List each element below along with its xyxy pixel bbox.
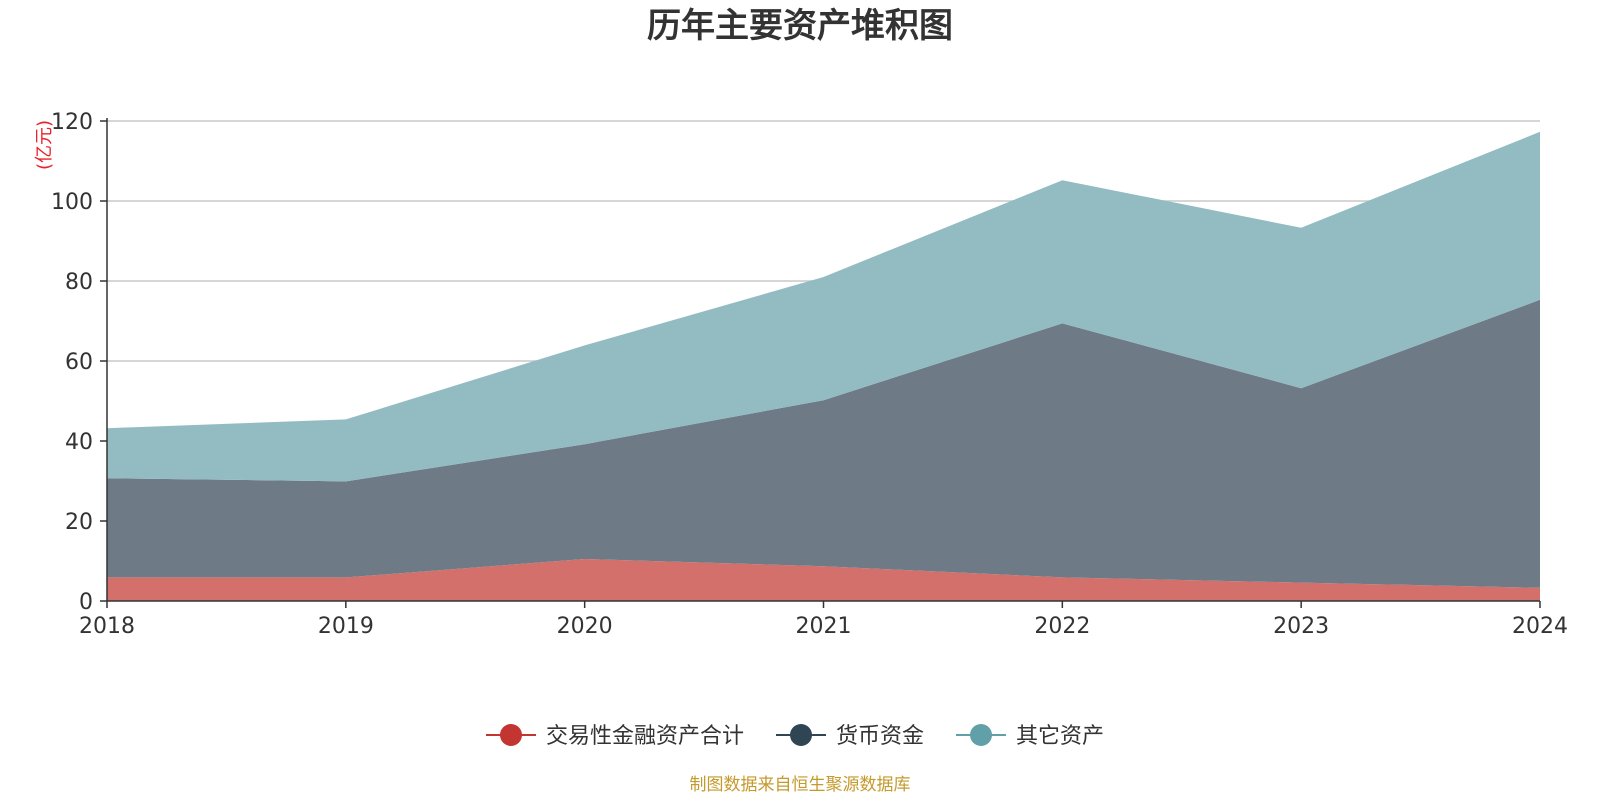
legend-item-1[interactable]: 货币资金 <box>776 724 924 749</box>
x-tick-label-2024: 2024 <box>1512 614 1568 639</box>
x-tick-label-2018: 2018 <box>79 614 135 639</box>
x-tick-label-2020: 2020 <box>557 614 613 639</box>
y-axis-unit: (亿元) <box>34 120 55 170</box>
x-tick-label-2019: 2019 <box>318 614 374 639</box>
chart-title: 历年主要资产堆积图 <box>647 6 953 46</box>
legend-label-2: 其它资产 <box>1016 724 1104 749</box>
x-tick-label-2021: 2021 <box>796 614 852 639</box>
y-tick-label-100: 100 <box>51 190 93 215</box>
area-series-2 <box>107 131 1540 482</box>
y-tick-label-80: 80 <box>65 270 93 295</box>
axes: 0 20 40 60 80 100 120 2018 2019 2020 2021 2022 2023 2… <box>51 110 1568 639</box>
source-note: 制图数据来自恒生聚源数据库 <box>690 775 911 795</box>
y-tick-label-40: 40 <box>65 430 93 455</box>
legend-marker-1 <box>790 724 812 746</box>
y-tick-label-60: 60 <box>65 350 93 375</box>
legend-marker-0 <box>500 724 522 746</box>
x-tick-label-2023: 2023 <box>1273 614 1329 639</box>
legend-marker-2 <box>970 724 992 746</box>
x-tick-label-2022: 2022 <box>1034 614 1090 639</box>
y-tick-label-20: 20 <box>65 510 93 535</box>
stacked-areas <box>107 131 1540 601</box>
legend-label-0: 交易性金融资产合计 <box>546 724 744 749</box>
legend-item-0[interactable]: 交易性金融资产合计 <box>486 724 744 749</box>
legend[interactable]: 交易性金融资产合计 货币资金 其它资产 <box>486 724 1104 749</box>
area-series-1 <box>107 299 1540 588</box>
area-series-0 <box>107 559 1540 601</box>
legend-label-1: 货币资金 <box>836 724 924 749</box>
y-tick-label-0: 0 <box>79 590 93 615</box>
y-tick-label-120: 120 <box>51 110 93 135</box>
legend-item-2[interactable]: 其它资产 <box>956 724 1104 749</box>
